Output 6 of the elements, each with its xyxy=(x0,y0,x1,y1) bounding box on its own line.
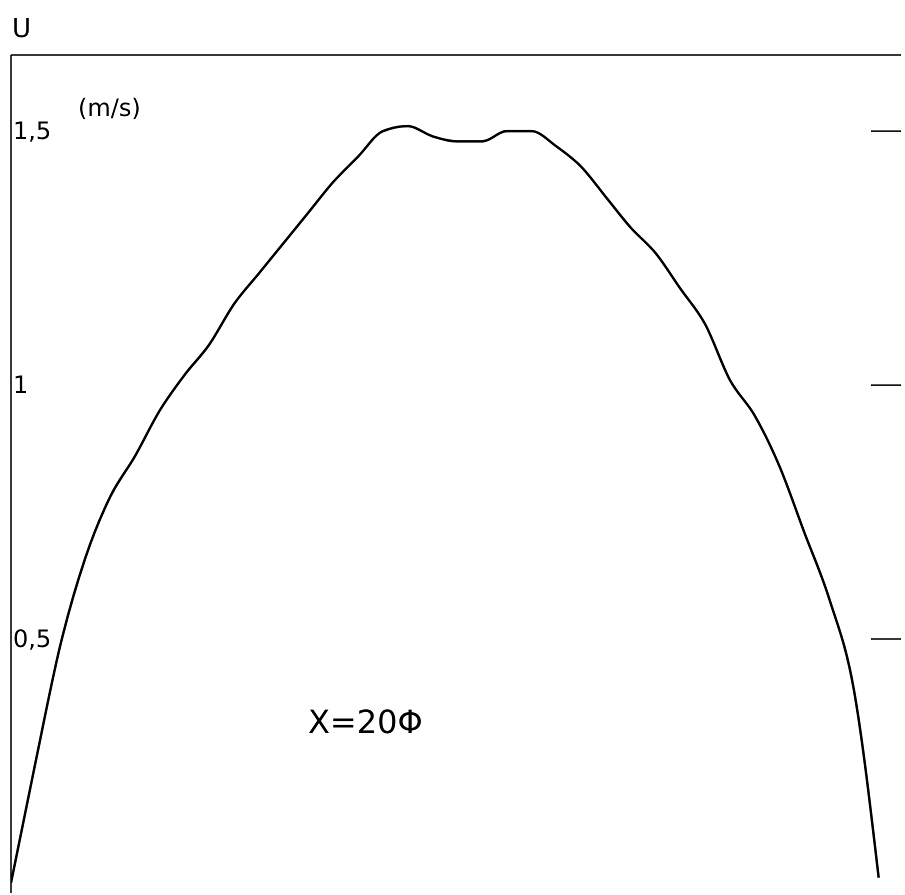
y-tick-label: 1 xyxy=(13,371,28,400)
y-tick-label: 0,5 xyxy=(13,625,52,654)
y-tick-label: 1,5 xyxy=(13,117,52,146)
y-axis-title: U xyxy=(12,14,32,44)
annotation: (m/s) xyxy=(78,94,141,122)
annotation: X=20Φ xyxy=(308,703,423,741)
